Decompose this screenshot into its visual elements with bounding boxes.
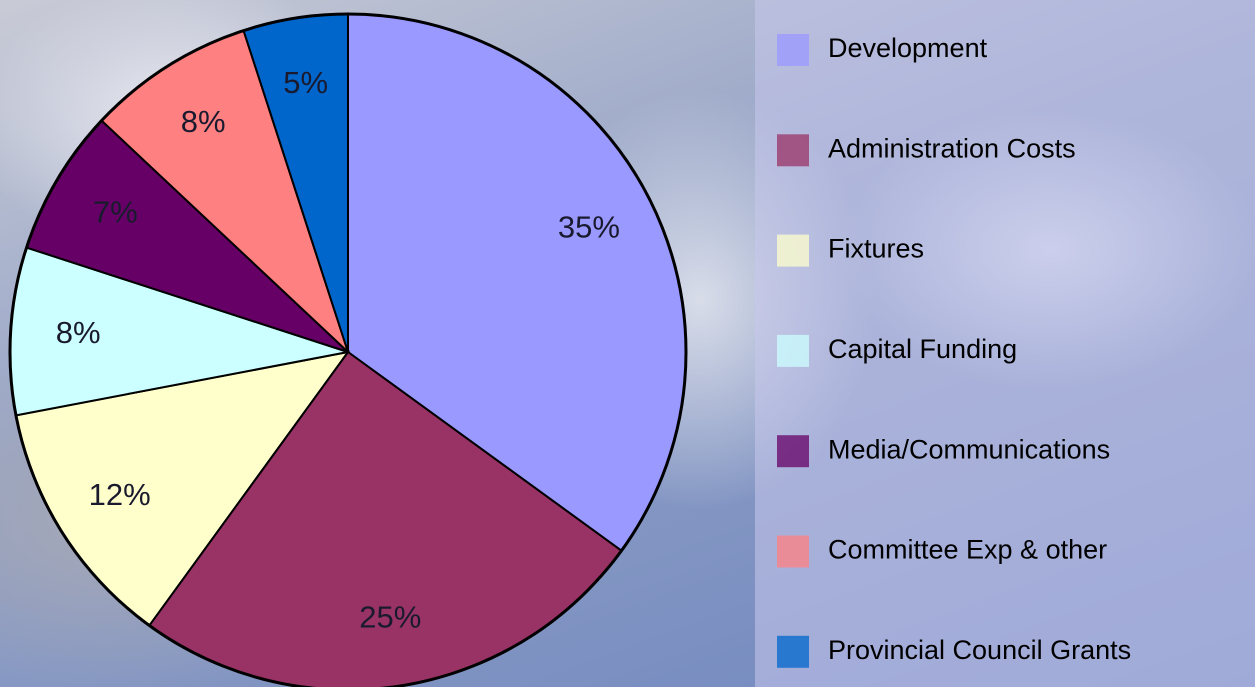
- legend-label: Fixtures: [828, 234, 924, 264]
- legend-label: Provincial Council Grants: [828, 635, 1131, 665]
- slice-label: 7%: [93, 195, 138, 230]
- legend-label: Committee Exp & other: [828, 535, 1107, 565]
- legend-label: Administration Costs: [828, 133, 1076, 163]
- legend-swatch: [777, 134, 809, 167]
- slice-label: 25%: [359, 599, 421, 634]
- pie-outline: [8, 12, 688, 687]
- legend-panel: [755, 0, 1255, 687]
- legend-label: Capital Funding: [828, 334, 1017, 364]
- legend-label: Media/Communications: [828, 434, 1110, 464]
- slice-label: 12%: [89, 477, 151, 512]
- slice-label: 8%: [56, 315, 101, 350]
- legend-swatch: [777, 435, 809, 468]
- legend-swatch: [777, 635, 809, 668]
- legend-label: Development: [828, 33, 988, 63]
- legend-swatch: [777, 234, 809, 267]
- legend-swatch: [777, 334, 809, 367]
- legend-swatch: [777, 535, 809, 568]
- legend-swatch: [777, 34, 809, 66]
- slice-label: 35%: [558, 209, 620, 244]
- slice-label: 5%: [283, 65, 328, 100]
- slice-label: 8%: [181, 104, 226, 139]
